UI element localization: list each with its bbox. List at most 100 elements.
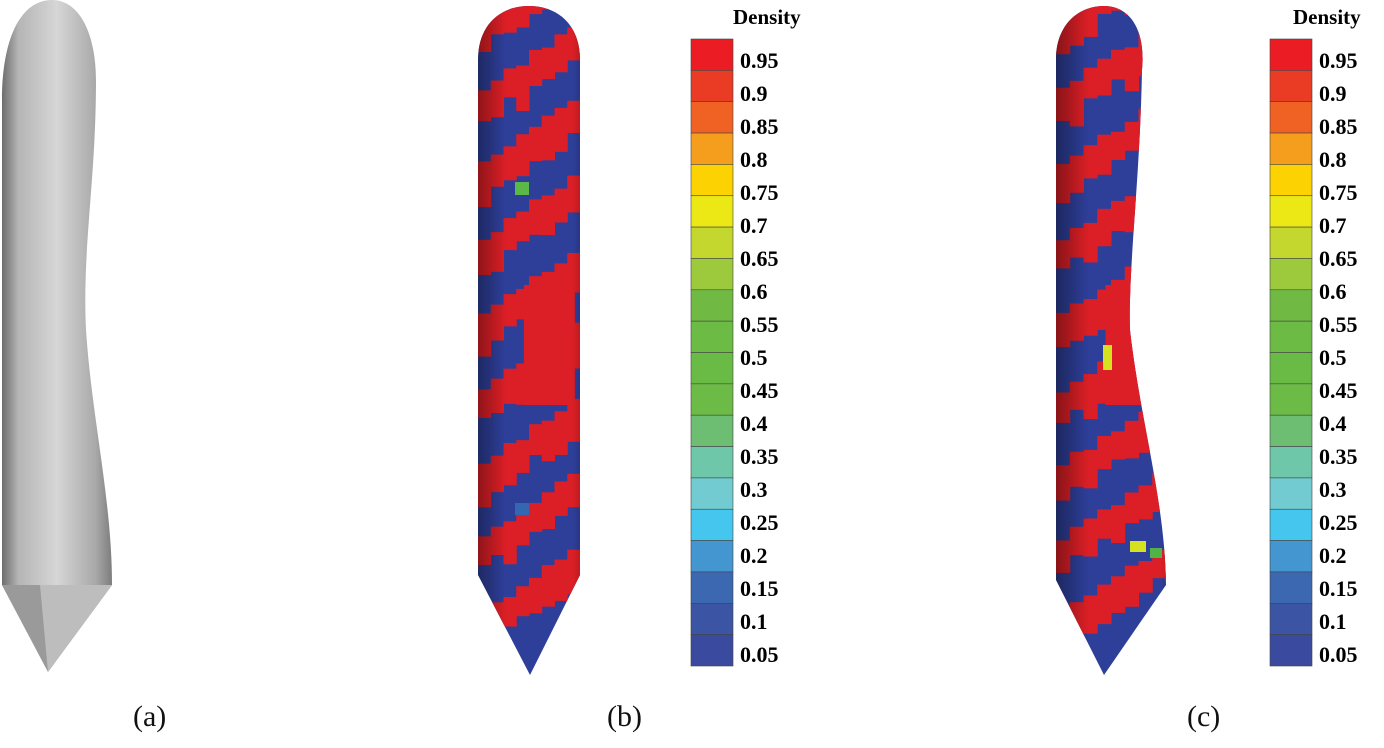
density-render-c (1056, 6, 1166, 675)
colorbar-swatch (690, 195, 734, 228)
colorbar-tick-label: 0.2 (1319, 543, 1347, 568)
colorbar-swatch (690, 446, 734, 479)
solid-material-patch (1152, 248, 1166, 289)
colorbar-tick-label: 0.1 (740, 609, 768, 634)
colorbar-swatch (1269, 289, 1313, 322)
density-render-b (478, 6, 580, 675)
caption-b: (b) (607, 700, 642, 733)
colorbar-tick-label: 0.55 (1319, 312, 1358, 337)
colorbar-swatch (690, 634, 734, 667)
solid-material-patch (1152, 29, 1166, 65)
colorbar-tick-label: 0.25 (740, 510, 779, 535)
colorbar-tick-label: 0.5 (740, 345, 768, 370)
colorbar-swatch (1269, 571, 1313, 604)
colorbar-swatch (1269, 38, 1313, 71)
colorbar-swatch (1269, 352, 1313, 385)
colorbar-tick-label: 0.4 (1319, 411, 1347, 436)
colorbar-tick-label: 0.4 (740, 411, 768, 436)
colorbar-swatch (1269, 101, 1313, 134)
colorbar-swatch (1269, 540, 1313, 573)
colorbar-swatch (1269, 70, 1313, 102)
caption-c: (c) (1187, 700, 1221, 733)
colorbar-swatch (690, 383, 734, 416)
colorbar-swatch (1269, 508, 1313, 541)
panel-a: (a) (0, 0, 200, 748)
colorbar-tick-label: 0.15 (740, 576, 779, 601)
colorbar-swatch (690, 101, 734, 134)
solid-material-patch (1152, 403, 1166, 449)
colorbar-tick-label: 0.7 (740, 213, 768, 238)
colorbar-tick-label: 0.9 (740, 81, 768, 106)
solid-material-patch (1056, 614, 1071, 644)
colorbar-swatch (1269, 258, 1313, 291)
colorbar-title: Density (1293, 5, 1361, 29)
colorbar-swatch (690, 320, 734, 353)
colorbar-tick-label: 0.1 (1319, 609, 1347, 634)
colorbar-swatch (1269, 477, 1313, 510)
colorbar-swatch (690, 352, 734, 385)
colorbar-tick-label: 0.3 (740, 477, 768, 502)
colorbar-swatch (690, 164, 734, 197)
panel-b: (b) (478, 6, 642, 733)
colorbar-swatch (690, 540, 734, 573)
solid-material-patch (1152, 104, 1166, 144)
colorbar-tick-label: 0.65 (1319, 246, 1358, 271)
colorbar-swatch (1269, 446, 1313, 479)
solid-material-patch (1152, 177, 1166, 220)
colorbar-swatch (690, 289, 734, 322)
colorbar-tick-label: 0.25 (1319, 510, 1358, 535)
caption-a: (a) (133, 700, 167, 733)
colorbar-swatch (690, 602, 734, 635)
colorbar-tick-label: 0.35 (1319, 444, 1358, 469)
colorbar-title: Density (733, 5, 801, 29)
colorbar-swatch (690, 571, 734, 604)
colorbar-swatch (1269, 132, 1313, 165)
colorbar-tick-label: 0.95 (740, 48, 779, 73)
colorbar-tick-label: 0.5 (1319, 345, 1347, 370)
colorbar-swatches (1269, 38, 1313, 667)
solid-material-patch (1138, 185, 1153, 230)
colorbar-tick-label: 0.05 (740, 642, 779, 667)
colorbar-tick-label: 0.75 (740, 180, 779, 205)
colorbar-swatch (1269, 226, 1313, 259)
colorbar-tick-label: 0.9 (1319, 81, 1347, 106)
colorbar-tick-label: 0.45 (1319, 378, 1358, 403)
colorbar-swatch (690, 258, 734, 291)
colorbar-tick-label: 0.7 (1319, 213, 1347, 238)
grey-geometry-render (2, 0, 112, 672)
colorbar-tick-label: 0.45 (740, 378, 779, 403)
colorbar-swatch (1269, 414, 1313, 447)
colorbar-tick-label: 0.3 (1319, 477, 1347, 502)
colorbar-b: Density 0.95 0.9 0.85 0.8 0.75 0.7 0.65 0.6 0.55… (690, 0, 820, 680)
colorbar-tick-label: 0.2 (740, 543, 768, 568)
colorbar-swatch (690, 70, 734, 102)
colorbar-tick-label: 0.35 (740, 444, 779, 469)
colorbar-swatches (690, 38, 734, 667)
colorbar-swatch (1269, 383, 1313, 416)
colorbar-swatch (1269, 320, 1313, 353)
colorbar-swatch (690, 414, 734, 447)
colorbar-tick-label: 0.65 (740, 246, 779, 271)
colorbar-swatch (690, 38, 734, 71)
solid-material-patch (1138, 331, 1153, 374)
colorbar-tick-label: 0.6 (740, 279, 768, 304)
colorbar-swatch (1269, 164, 1313, 197)
colorbar-swatch (690, 132, 734, 165)
colorbar-tick-label: 0.6 (1319, 279, 1347, 304)
colorbar-swatch (690, 508, 734, 541)
colorbar-tick-label: 0.8 (740, 147, 768, 172)
colorbar-swatch (690, 477, 734, 510)
colorbar-tick-label: 0.75 (1319, 180, 1358, 205)
colorbar-swatch (1269, 195, 1313, 228)
solid-material-patch (1124, 6, 1139, 16)
colorbar-tick-label: 0.55 (740, 312, 779, 337)
colorbar-tick-label: 0.15 (1319, 576, 1358, 601)
colorbar-tick-label: 0.05 (1319, 642, 1358, 667)
colorbar-swatch (690, 226, 734, 259)
colorbar-tick-label: 0.85 (1319, 114, 1358, 139)
colorbar-tick-label: 0.85 (740, 114, 779, 139)
colorbar-swatch (1269, 634, 1313, 667)
colorbar-tick-label: 0.95 (1319, 48, 1358, 73)
colorbar-tick-label: 0.8 (1319, 147, 1347, 172)
